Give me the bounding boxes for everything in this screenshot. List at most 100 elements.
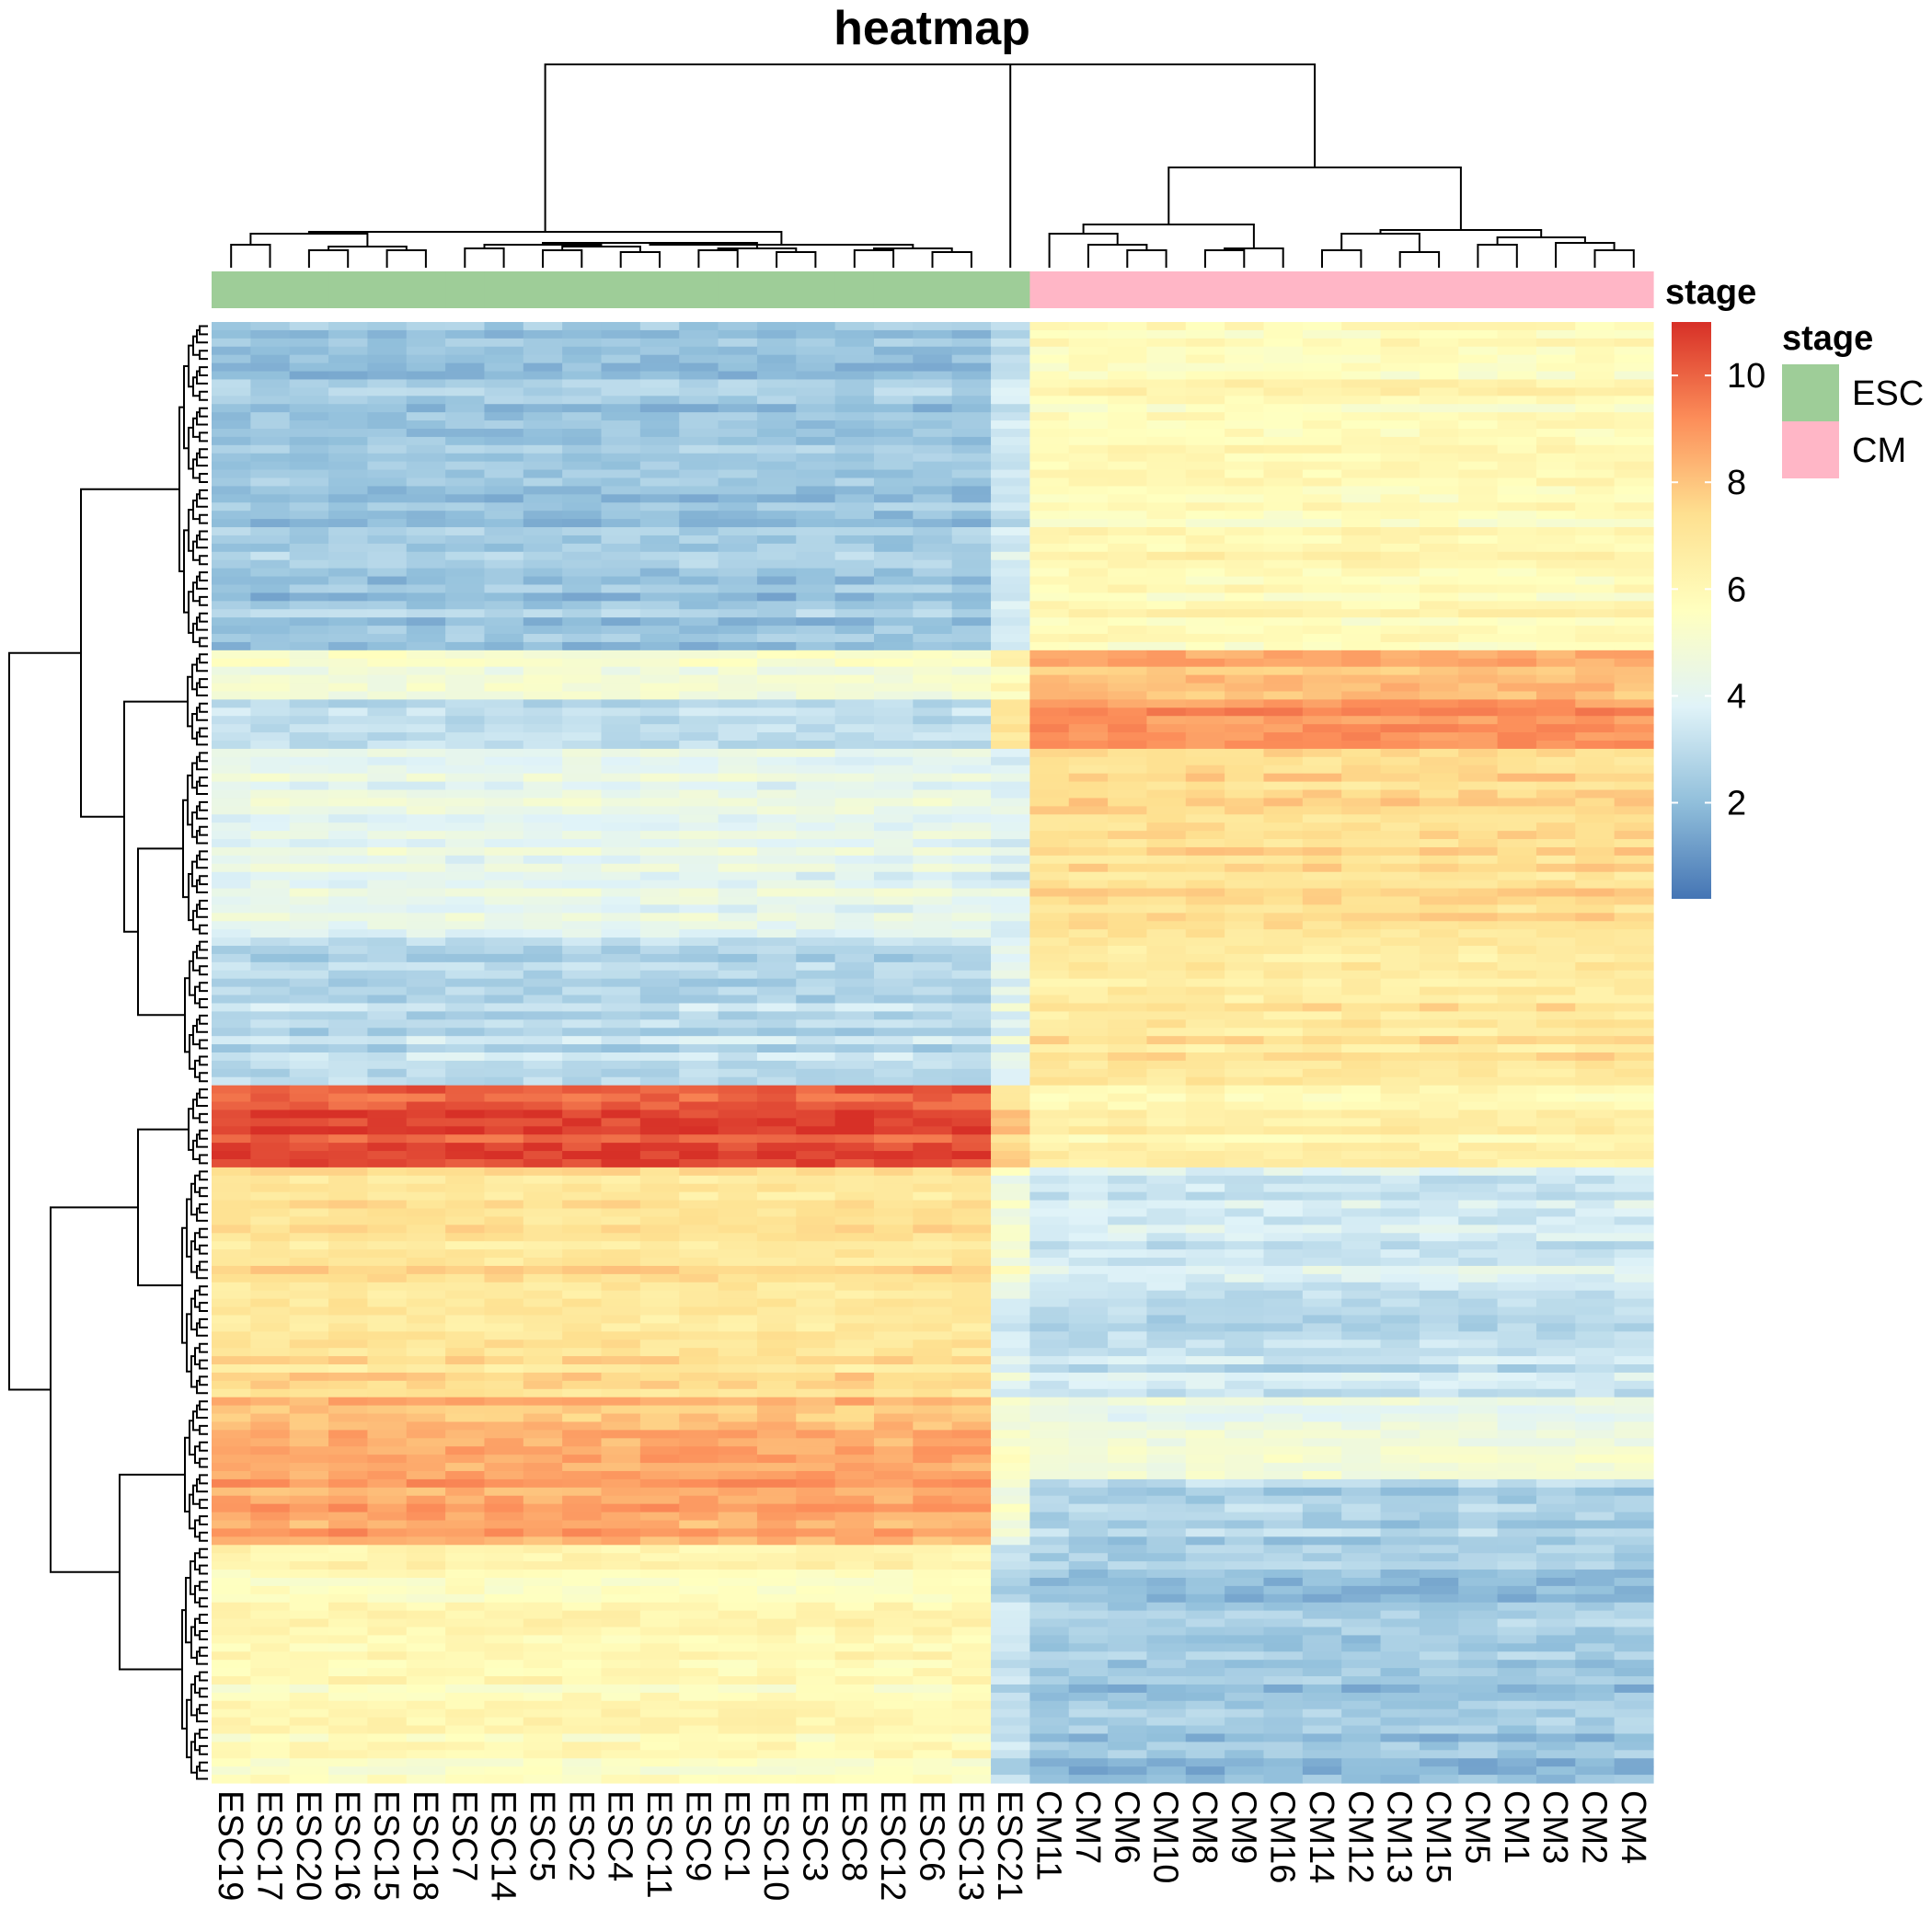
heatmap-cell xyxy=(718,601,758,610)
heatmap-cell xyxy=(367,387,408,397)
heatmap-cell xyxy=(796,650,836,660)
heatmap-cell xyxy=(1419,453,1459,463)
heatmap-cell xyxy=(679,1118,719,1127)
heatmap-cell xyxy=(289,683,329,693)
heatmap-cell xyxy=(1225,921,1265,930)
heatmap-cell xyxy=(1146,1265,1187,1275)
heatmap-cell xyxy=(796,1143,836,1152)
heatmap-cell xyxy=(1614,1076,1654,1087)
heatmap-cell xyxy=(951,1060,992,1070)
heatmap-cell xyxy=(484,1183,524,1193)
heatmap-cell xyxy=(1263,412,1304,421)
heatmap-cell xyxy=(679,1315,719,1324)
heatmap-cell xyxy=(1535,863,1576,873)
heatmap-cell xyxy=(1185,1249,1225,1259)
heatmap-cell xyxy=(367,773,408,783)
heatmap-cell xyxy=(367,568,408,578)
heatmap-cell xyxy=(951,1093,992,1103)
heatmap-cell xyxy=(1419,1143,1459,1152)
heatmap-cell xyxy=(289,535,329,545)
heatmap-cell xyxy=(796,946,836,955)
heatmap-cell xyxy=(1029,1225,1070,1234)
heatmap-cell xyxy=(718,329,758,339)
heatmap-cell xyxy=(445,650,486,660)
heatmap-cell xyxy=(1146,650,1187,660)
heatmap-cell xyxy=(1029,601,1070,610)
heatmap-cell xyxy=(1029,1068,1070,1078)
heatmap-cell xyxy=(1419,1241,1459,1250)
heatmap-cell xyxy=(873,1076,914,1087)
heatmap-cell xyxy=(289,756,329,766)
heatmap-cell xyxy=(1575,946,1616,955)
heatmap-cell xyxy=(523,814,563,823)
heatmap-cell xyxy=(445,609,486,618)
heatmap-cell xyxy=(796,379,836,388)
heatmap-cell xyxy=(991,1315,1030,1324)
heatmap-cell xyxy=(1263,707,1304,717)
heatmap-cell xyxy=(796,494,836,503)
heatmap-cell xyxy=(679,1249,719,1259)
heatmap-cell xyxy=(913,1011,953,1020)
heatmap-cell xyxy=(913,362,953,373)
heatmap-cell xyxy=(913,1151,953,1160)
heatmap-cell xyxy=(796,789,836,799)
heatmap-cell xyxy=(562,839,603,848)
heatmap-cell xyxy=(796,1036,836,1045)
heatmap-cell xyxy=(212,1183,251,1193)
heatmap-cell xyxy=(1341,1233,1382,1242)
heatmap-cell xyxy=(250,1323,291,1332)
heatmap-cell xyxy=(796,329,836,339)
heatmap-cell xyxy=(1068,519,1109,528)
heatmap-cell xyxy=(718,937,758,947)
heatmap-cell xyxy=(562,1323,603,1332)
heatmap-cell xyxy=(562,748,603,758)
heatmap-cell xyxy=(523,486,563,495)
heatmap-cell xyxy=(1068,1118,1109,1127)
heatmap-cell xyxy=(250,650,291,660)
heatmap-cell xyxy=(445,831,486,840)
heatmap-cell xyxy=(1185,428,1225,438)
heatmap-cell xyxy=(834,1085,875,1095)
heatmap-cell xyxy=(250,716,291,725)
heatmap-cell xyxy=(718,436,758,446)
heatmap-cell xyxy=(1419,1019,1459,1029)
heatmap-cell xyxy=(639,929,680,938)
heatmap-cell xyxy=(212,953,251,963)
heatmap-cell xyxy=(1068,1011,1109,1020)
heatmap-cell xyxy=(873,584,914,593)
heatmap-cell xyxy=(1302,1044,1342,1053)
heatmap-cell xyxy=(601,756,641,766)
heatmap-cell xyxy=(1225,831,1265,840)
heatmap-cell xyxy=(1614,354,1654,364)
heatmap-cell xyxy=(1614,880,1654,890)
heatmap-cell xyxy=(562,724,603,733)
heatmap-cell xyxy=(1185,666,1225,676)
heatmap-cell xyxy=(328,740,368,750)
heatmap-cell xyxy=(601,1028,641,1037)
heatmap-cell xyxy=(1575,888,1616,898)
heatmap-cell xyxy=(639,1265,680,1275)
heatmap-cell xyxy=(1458,1052,1499,1062)
heatmap-cell xyxy=(718,1052,758,1062)
heatmap-cell xyxy=(1380,707,1420,717)
heatmap-cell xyxy=(679,1348,719,1357)
heatmap-cell xyxy=(1458,724,1499,733)
heatmap-cell xyxy=(1029,477,1070,488)
heatmap-cell xyxy=(679,354,719,364)
heatmap-cell xyxy=(1108,765,1148,775)
heatmap-cell xyxy=(1263,559,1304,569)
heatmap-cell xyxy=(913,1331,953,1340)
heatmap-cell xyxy=(1108,1216,1148,1225)
heatmap-cell xyxy=(951,756,992,766)
heatmap-cell xyxy=(718,551,758,561)
heatmap-cell xyxy=(1380,921,1420,930)
heatmap-cell xyxy=(756,666,797,676)
heatmap-cell xyxy=(834,1052,875,1062)
heatmap-cell xyxy=(639,707,680,717)
heatmap-cell xyxy=(601,543,641,553)
annotation-cell xyxy=(679,271,719,308)
heatmap-cell xyxy=(523,469,563,479)
heatmap-cell xyxy=(834,1151,875,1160)
heatmap-cell xyxy=(406,888,446,898)
heatmap-cell xyxy=(834,584,875,593)
